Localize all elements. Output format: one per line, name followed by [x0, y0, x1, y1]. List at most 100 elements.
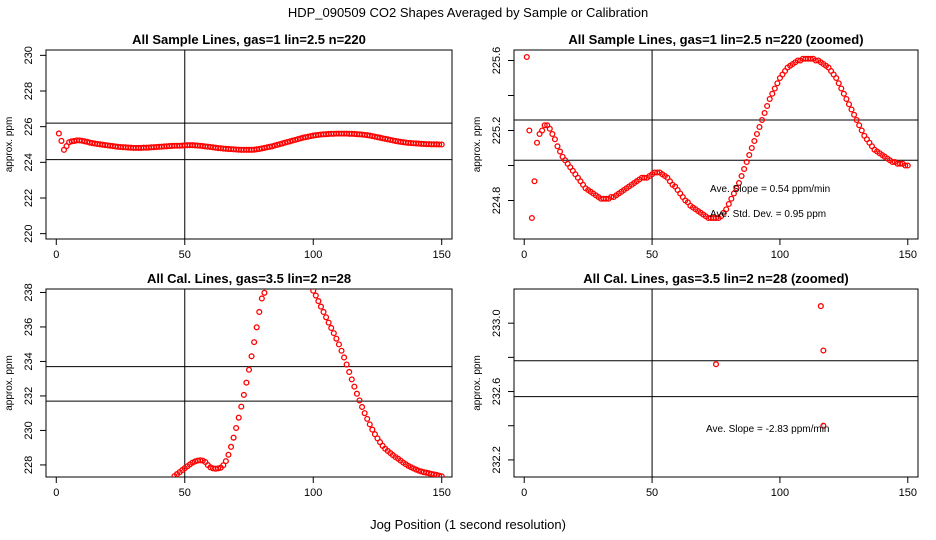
x-tick-label: 100 — [304, 249, 322, 261]
data-points — [712, 303, 827, 429]
data-point — [284, 138, 291, 146]
y-tick-label: 230 — [23, 46, 35, 64]
data-point — [817, 303, 824, 310]
data-point — [353, 390, 360, 397]
data-point — [848, 106, 855, 113]
data-point — [743, 158, 750, 166]
data-point — [233, 424, 240, 432]
data-point — [371, 431, 378, 438]
data-point — [840, 90, 847, 97]
data-point — [359, 403, 366, 411]
data-point — [753, 130, 760, 138]
panel-2: All Sample Lines, gas=1 lin=2.5 n=220 (z… — [472, 32, 919, 261]
y-axis-label: approx. ppm — [472, 117, 483, 173]
data-point — [856, 122, 863, 129]
data-point — [758, 116, 766, 124]
data-point — [812, 57, 819, 64]
data-point — [348, 376, 355, 383]
y-tick-label: 228 — [23, 456, 35, 474]
y-tick-label: 238 — [23, 283, 35, 301]
panel-3: All Cal. Lines, gas=3.5 lin=2 n=28 0 50 100… — [4, 271, 453, 499]
data-point — [438, 473, 445, 477]
y-tick-label: 226 — [23, 117, 35, 135]
data-point — [294, 136, 301, 143]
data-point — [608, 193, 615, 201]
panel-title: All Cal. Lines, gas=3.5 lin=2 n=28 (zoom… — [583, 271, 849, 286]
data-point — [58, 137, 65, 144]
y-tick-label: 225.2 — [491, 117, 503, 145]
data-point — [364, 415, 371, 422]
data-point — [335, 341, 342, 348]
data-point — [320, 308, 327, 315]
x-tick-label: 50 — [179, 249, 191, 261]
annotation: Ave. Std. Dev. = 0.95 ppm — [710, 209, 826, 220]
data-points — [55, 130, 445, 153]
data-point — [843, 95, 850, 103]
data-point — [820, 422, 827, 429]
data-point — [528, 214, 535, 222]
data-point — [240, 391, 247, 398]
data-point — [889, 158, 896, 166]
x-tick-label: 0 — [53, 249, 59, 261]
data-point — [728, 195, 735, 202]
figure-x-axis-label: Jog Position (1 second resolution) — [370, 517, 566, 532]
y-tick-label: 224 — [23, 153, 35, 171]
annotation: Ave. Slope = -2.83 ppm/min — [706, 424, 830, 435]
data-point — [312, 292, 319, 299]
data-points — [171, 289, 445, 477]
data-point — [820, 347, 827, 354]
data-point — [725, 200, 732, 208]
y-tick-label: 232.6 — [491, 378, 503, 406]
data-point — [853, 116, 860, 124]
data-point — [256, 308, 263, 315]
y-tick-label: 220 — [23, 224, 35, 242]
y-tick-label: 222 — [23, 189, 35, 207]
data-point — [838, 85, 845, 92]
data-point — [723, 206, 730, 213]
data-point — [351, 383, 358, 390]
data-point — [220, 462, 227, 469]
data-point — [315, 298, 322, 305]
y-tick-label: 232.2 — [491, 446, 503, 474]
data-point — [438, 141, 445, 148]
x-tick-label: 100 — [771, 487, 789, 499]
data-point — [761, 109, 768, 117]
data-point — [807, 55, 814, 62]
data-point — [245, 366, 253, 373]
data-point — [323, 314, 330, 321]
data-point — [251, 339, 258, 346]
data-point — [235, 414, 242, 421]
data-point — [222, 458, 229, 465]
data-point — [230, 434, 237, 441]
y-tick-label: 225.6 — [491, 47, 503, 75]
data-point — [851, 111, 858, 118]
data-point — [274, 141, 281, 148]
data-point — [227, 443, 235, 450]
data-point — [712, 361, 720, 368]
data-point — [766, 95, 773, 103]
data-point — [317, 303, 324, 310]
y-tick-label: 233.0 — [491, 309, 503, 337]
plot-frame — [513, 49, 919, 240]
data-point — [271, 142, 278, 149]
x-tick-label: 150 — [899, 487, 917, 499]
data-point — [55, 130, 62, 137]
x-tick-label: 0 — [521, 487, 527, 499]
data-point — [733, 185, 740, 192]
data-point — [366, 421, 373, 428]
data-point — [897, 160, 904, 167]
y-tick-label: 236 — [23, 318, 35, 336]
data-point — [730, 190, 737, 197]
data-point — [904, 162, 911, 169]
data-point — [243, 379, 250, 386]
data-point — [523, 53, 530, 61]
data-point — [764, 102, 771, 110]
data-point — [436, 472, 443, 477]
data-point — [531, 178, 538, 185]
y-axis-label: approx. ppm — [4, 117, 15, 173]
y-tick-label: 224.8 — [491, 187, 503, 215]
data-point — [361, 410, 368, 417]
x-tick-label: 150 — [433, 487, 451, 499]
